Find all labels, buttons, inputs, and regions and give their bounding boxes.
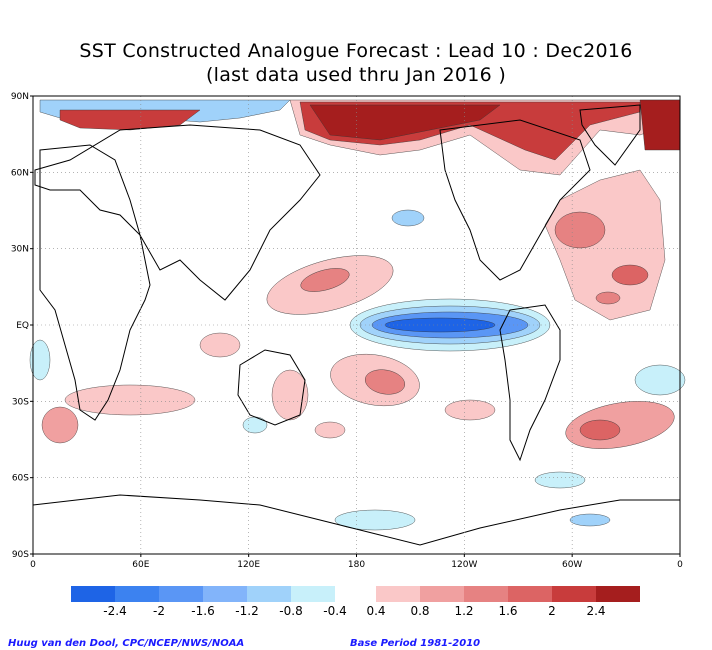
longitude-labels: 0 60E 120E 180 120W 60W 0 (30, 554, 683, 570)
colorbar-swatch (115, 586, 159, 602)
anomaly-contour (334, 509, 416, 531)
colorbar-label: 2.4 (586, 604, 606, 618)
colorbar-label: -1.2 (235, 604, 259, 618)
lon-label: 120W (451, 560, 477, 570)
lat-label: 90N (11, 92, 29, 102)
colorbar-label: 1.2 (454, 604, 474, 618)
anomaly-contour (565, 401, 675, 449)
anomaly-contour (579, 419, 621, 441)
lon-label: 0 (30, 560, 36, 570)
lat-label: 30N (11, 245, 29, 255)
anomaly-contour (554, 211, 606, 249)
lat-label: 60S (12, 474, 29, 484)
colorbar-label: 0.4 (366, 604, 386, 618)
coastline (237, 349, 306, 426)
lon-label: 180 (348, 560, 365, 570)
lat-label: EQ (16, 321, 29, 331)
chart-subtitle: (last data used thru Jan 2016 ) (205, 64, 507, 86)
anomaly-contour (364, 369, 406, 395)
anomaly-contour (314, 421, 346, 439)
colorbar-label: -0.8 (279, 604, 303, 618)
anomaly-contour (300, 268, 350, 292)
colorbar-label: -1.6 (191, 604, 215, 618)
lat-label: 60N (11, 168, 29, 178)
coastline (34, 124, 321, 301)
colorbar-swatch (596, 586, 640, 602)
latitude-labels: 90N 60N 30N EQ 30S 60S 90S (11, 92, 33, 560)
colorbar-swatch (247, 586, 291, 602)
anomaly-regions (29, 99, 686, 531)
lat-label: 90S (12, 550, 29, 560)
colorbar-swatch (376, 586, 420, 602)
colorbar-swatch (508, 586, 552, 602)
credit-base-period: Base Period 1981-2010 (350, 638, 481, 649)
colorbar-swatch (291, 586, 335, 602)
anomaly-contour (59, 109, 201, 131)
anomaly-contour (611, 264, 649, 286)
anomaly-contour (271, 369, 309, 421)
anomaly-contour (391, 209, 425, 227)
anomaly-contour (41, 406, 79, 444)
chart-title: SST Constructed Analogue Forecast : Lead… (79, 40, 633, 62)
gridlines (33, 96, 680, 554)
anomaly-contour (199, 332, 241, 358)
colorbar-swatch (464, 586, 508, 602)
anomaly-contour (634, 364, 686, 396)
anomaly-contour (569, 513, 611, 527)
coastline (499, 304, 561, 462)
colorbar-swatch (203, 586, 247, 602)
colorbar-swatch (159, 586, 203, 602)
anomaly-contour (534, 471, 586, 489)
anomaly-contour (64, 384, 196, 416)
anomaly-contour (309, 104, 501, 141)
colorbar-label: 1.6 (498, 604, 518, 618)
lat-label: 30S (12, 397, 29, 407)
lon-label: 120E (237, 560, 260, 570)
anomaly-contour (444, 399, 496, 421)
anomaly-contour (639, 99, 681, 151)
colorbar-swatch (552, 586, 596, 602)
lon-label: 60E (132, 560, 149, 570)
colorbar-label: -2.4 (103, 604, 127, 618)
coastline (579, 104, 641, 166)
colorbar-label: 0.8 (410, 604, 430, 618)
colorbar (71, 586, 640, 602)
colorbar-swatch (420, 586, 464, 602)
colorbar-label: 2 (548, 604, 556, 618)
anomaly-contour (29, 339, 51, 381)
credit-author: Huug van den Dool, CPC/NCEP/NWS/NOAA (8, 638, 245, 649)
anomaly-contour (242, 416, 268, 434)
coastline (439, 119, 591, 281)
colorbar-swatch (71, 586, 115, 602)
coastline (39, 144, 151, 421)
colorbar-label: -2 (153, 604, 165, 618)
colorbar-label: -0.4 (323, 604, 347, 618)
anomaly-contour (595, 291, 621, 305)
lon-label: 0 (677, 560, 683, 570)
lon-label: 60W (562, 560, 582, 570)
